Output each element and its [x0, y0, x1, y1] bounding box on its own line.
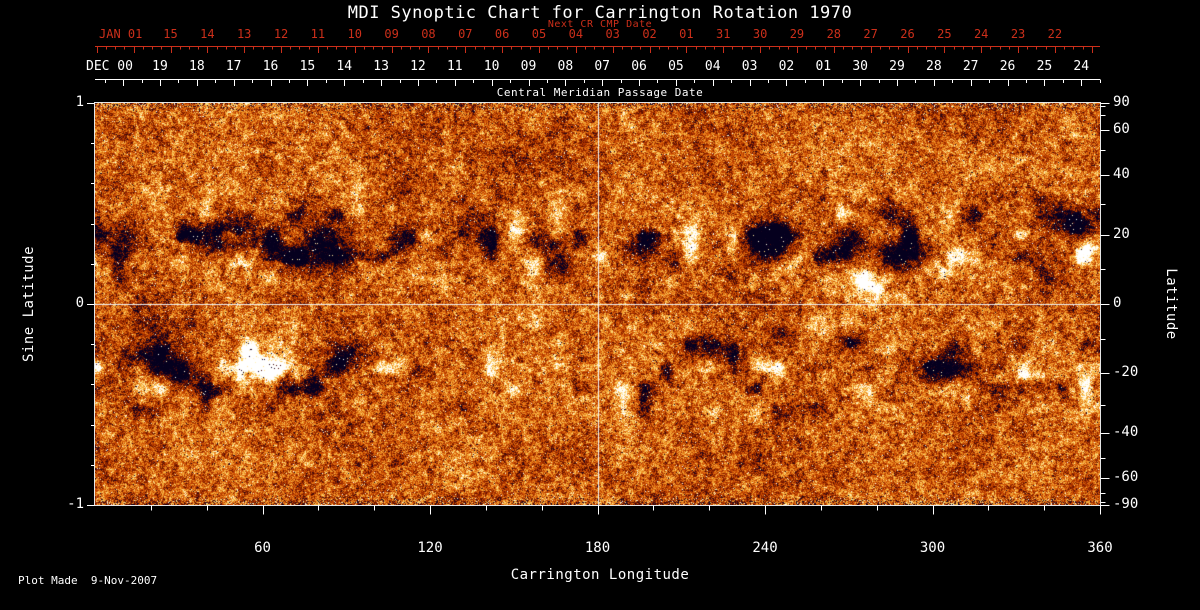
magnetogram-heatmap: [95, 103, 1100, 505]
sine-latitude-tick-label: 0: [75, 295, 84, 311]
next-cr-day-label: 15: [163, 27, 178, 41]
cmp-day-label: 27: [962, 59, 979, 74]
next-cr-day-label: 04: [568, 27, 584, 41]
plot-made-caption: Plot Made 9-Nov-2007: [18, 574, 158, 587]
next-cr-day-label: 10: [347, 27, 362, 41]
next-cr-day-label: 22: [1047, 27, 1063, 41]
next-cr-day-label: 29: [789, 27, 805, 41]
next-cr-day-label: 26: [900, 27, 915, 41]
sine-latitude-tick-label: -1: [67, 496, 84, 512]
longitude-tick-label: 180: [584, 540, 611, 556]
cmp-day-label: 10: [483, 59, 500, 74]
next-cr-day-label: 02: [642, 27, 657, 41]
cmp-day-label: 29: [889, 59, 905, 74]
next-cr-day-label: 07: [458, 27, 473, 41]
next-cr-day-label: 09: [384, 27, 399, 41]
cmp-day-label: 28: [926, 59, 942, 74]
next-cr-day-label: 13: [236, 27, 252, 41]
latitude-tick-label: 90: [1113, 94, 1130, 110]
cmp-axis-title: Central Meridian Passage Date: [496, 86, 704, 99]
next-cr-day-label: 01: [679, 27, 694, 41]
cmp-day-label: 14: [336, 59, 353, 74]
next-cr-day-label: 03: [605, 27, 620, 41]
cmp-day-label: 12: [410, 59, 426, 74]
x-axis-title-carrington-longitude: Carrington Longitude: [510, 567, 690, 583]
cmp-day-label: 19: [152, 59, 168, 74]
longitude-tick-label: 300: [919, 540, 946, 556]
next-cr-day-label: 25: [937, 27, 952, 41]
longitude-tick-label: 120: [417, 540, 443, 556]
next-cr-day-label: 23: [1010, 27, 1026, 41]
cmp-day-label: 03: [741, 59, 758, 74]
next-cr-day-label: 27: [863, 27, 878, 41]
y-axis-title-latitude: Latitude: [1163, 268, 1180, 340]
cmp-day-label: 25: [1036, 59, 1053, 74]
cmp-day-label: 17: [225, 59, 242, 74]
y-axis-title-sine-latitude: Sine Latitude: [20, 245, 37, 363]
next-cr-day-label: 06: [494, 27, 510, 41]
next-cr-day-label: 30: [752, 27, 768, 41]
next-cr-day-label: 08: [421, 27, 436, 41]
next-cr-day-label: 12: [273, 27, 289, 41]
latitude-tick-label: -20: [1113, 364, 1139, 380]
latitude-tick-label: -40: [1113, 424, 1139, 440]
next-cr-day-label: 24: [973, 27, 989, 41]
cmp-day-label: 05: [668, 59, 684, 74]
sine-latitude-tick-label: 1: [75, 94, 84, 110]
latitude-tick-label: -60: [1113, 469, 1139, 485]
next-cr-day-label: 05: [531, 27, 547, 41]
cmp-day-label: 24: [1073, 59, 1090, 74]
cmp-day-label: 18: [189, 59, 205, 74]
next-cr-day-label: 14: [200, 27, 215, 41]
cmp-month-year-label: DEC 00: [86, 59, 133, 74]
next-cr-month-year-label: JAN 01: [99, 27, 143, 41]
cmp-day-label: 02: [778, 59, 795, 74]
cmp-day-label: 15: [299, 59, 316, 74]
cmp-day-label: 11: [446, 59, 463, 74]
latitude-tick-label: 0: [1113, 295, 1122, 311]
cmp-day-label: 04: [704, 59, 721, 74]
next-cr-day-label: 28: [826, 27, 842, 41]
cmp-day-label: 06: [631, 59, 647, 74]
cmp-day-label: 09: [520, 59, 537, 74]
cmp-day-label: 08: [557, 59, 574, 74]
chart-title: MDI Synoptic Chart for Carrington Rotati…: [347, 3, 853, 23]
cmp-day-label: 30: [852, 59, 868, 74]
latitude-tick-label: 60: [1113, 121, 1130, 137]
cmp-day-label: 01: [815, 59, 832, 74]
longitude-tick-label: 360: [1087, 540, 1113, 556]
next-cr-day-label: 31: [716, 27, 731, 41]
next-cr-axis-title: Next CR CMP Date: [547, 19, 653, 30]
latitude-tick-label: 40: [1113, 166, 1130, 182]
longitude-tick-label: 60: [254, 540, 271, 556]
cmp-day-label: 13: [373, 59, 389, 74]
latitude-tick-label: -90: [1113, 496, 1139, 512]
cmp-day-label: 26: [999, 59, 1016, 74]
cmp-day-label: 16: [262, 59, 279, 74]
longitude-tick-label: 240: [752, 540, 778, 556]
next-cr-day-label: 11: [310, 27, 326, 41]
cmp-day-label: 07: [594, 59, 611, 74]
latitude-tick-label: 20: [1113, 226, 1130, 242]
